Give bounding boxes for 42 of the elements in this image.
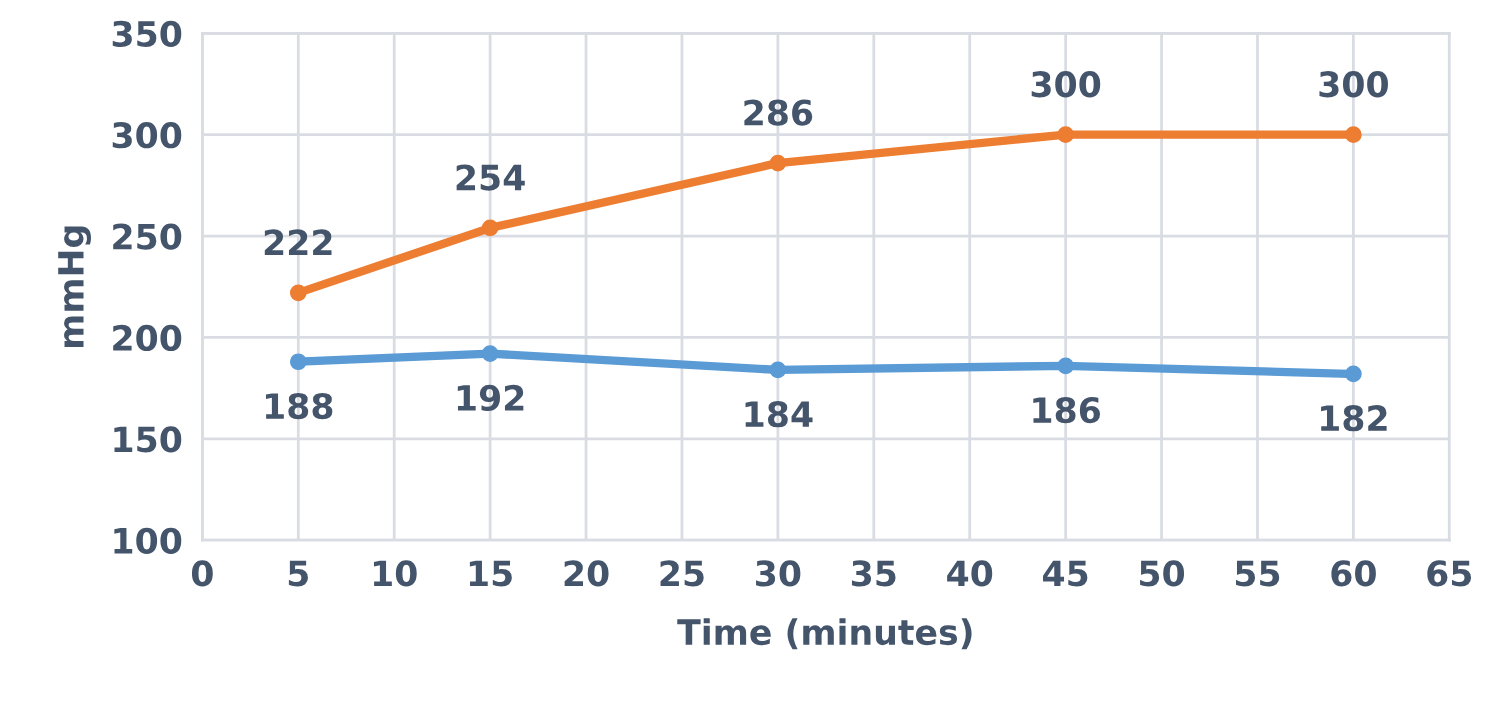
data-label: 286 (744, 99, 813, 126)
x-tick-label: 35 (851, 560, 896, 587)
x-tick-label: 10 (373, 560, 417, 587)
point (769, 154, 787, 172)
point (1345, 126, 1362, 143)
x-tick-label: 60 (1331, 560, 1376, 587)
data-label: 300 (1031, 71, 1101, 98)
x-tick-label: 30 (756, 560, 801, 587)
data-label: 222 (264, 229, 332, 256)
x-tick-label: 45 (1043, 560, 1088, 587)
x-tick-label: 20 (564, 560, 609, 587)
point (289, 353, 307, 371)
x-tick-label: 15 (469, 560, 512, 587)
x-tick-label: 65 (1427, 560, 1472, 587)
y-tick-label: 250 (113, 223, 182, 250)
point (481, 219, 499, 237)
data-label: 182 (1321, 405, 1387, 432)
point (289, 284, 307, 302)
point (769, 361, 787, 379)
y-tick-label: 300 (112, 122, 182, 149)
x-tick-label: 5 (288, 560, 308, 587)
y-tick-label: 350 (112, 20, 182, 47)
x-tick-label: 40 (947, 560, 993, 587)
x-tick-label: 25 (660, 560, 704, 587)
x-tick-label: 0 (191, 560, 213, 587)
data-label: 300 (1319, 71, 1388, 98)
data-label: 192 (457, 384, 524, 412)
y-axis-title: mmHg (58, 226, 91, 347)
data-label: 184 (745, 401, 813, 428)
y-tick-label: 100 (114, 527, 182, 554)
data-label: 188 (265, 392, 333, 420)
x-axis-title: Time (minutes) (677, 618, 972, 650)
data-label: 254 (456, 164, 525, 191)
point (1345, 365, 1362, 383)
x-tick-label: 55 (1236, 560, 1280, 587)
x-tick-label: 50 (1140, 560, 1185, 587)
y-tick-label: 150 (114, 426, 182, 453)
y-tick-label: 200 (113, 324, 182, 352)
data-label: 186 (1033, 396, 1101, 424)
point (481, 345, 499, 362)
point (1057, 126, 1074, 143)
point (1057, 357, 1074, 375)
